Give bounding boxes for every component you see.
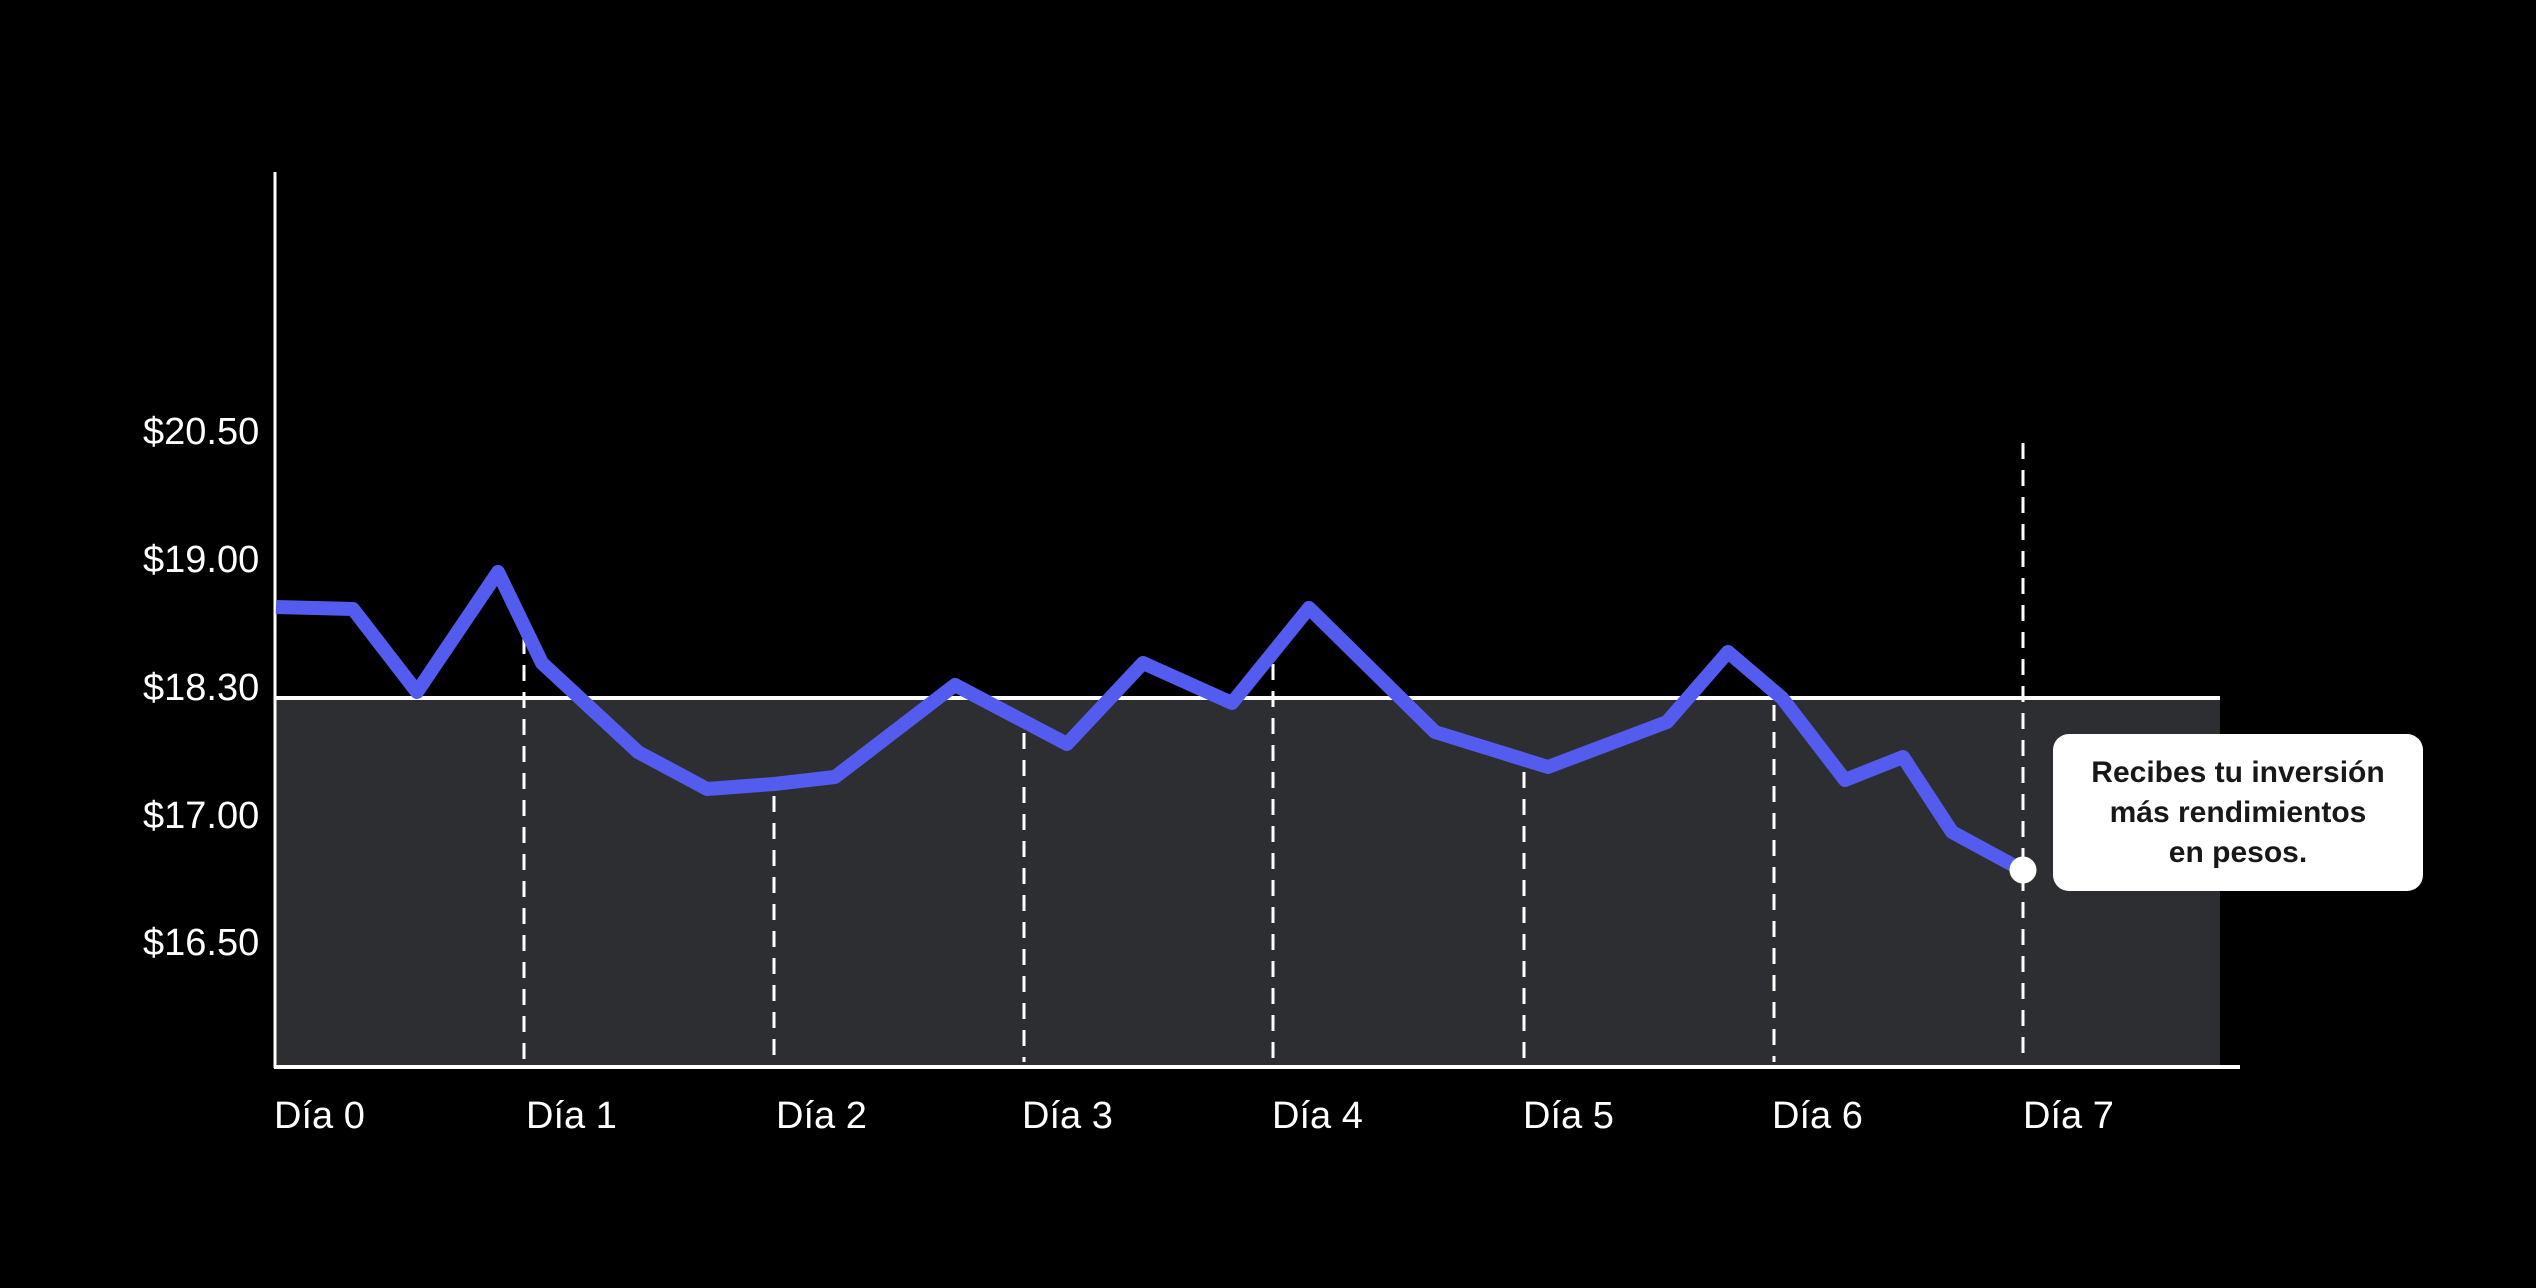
y-axis-label: $18.30 [143, 667, 260, 709]
y-axis-label: $17.00 [143, 795, 260, 837]
below-threshold-area [274, 700, 2220, 1066]
y-axis-label: $20.50 [143, 411, 260, 453]
x-axis-label: Día 3 [1022, 1095, 1113, 1137]
x-axis-label: Día 6 [1772, 1095, 1863, 1137]
tooltip-line: Recibes tu inversión [2091, 755, 2385, 789]
x-axis-label: Día 4 [1272, 1095, 1363, 1137]
price-line [275, 565, 2026, 877]
tooltip-line: más rendimientos [2109, 795, 2367, 829]
x-axis-label: Día 2 [776, 1095, 867, 1137]
annotation-tooltip: Recibes tu inversión más rendimientos en… [2053, 734, 2423, 891]
x-axis-label: Día 0 [274, 1095, 365, 1137]
x-axis-label: Día 5 [1523, 1095, 1614, 1137]
x-axis-label: Día 1 [526, 1095, 617, 1137]
endpoint-dot [2009, 856, 2037, 884]
y-axis-label: $16.50 [143, 922, 260, 964]
x-axis-label: Día 7 [2023, 1095, 2114, 1137]
y-axis-label: $19.00 [143, 539, 260, 581]
tooltip-line: en pesos. [2168, 835, 2308, 869]
